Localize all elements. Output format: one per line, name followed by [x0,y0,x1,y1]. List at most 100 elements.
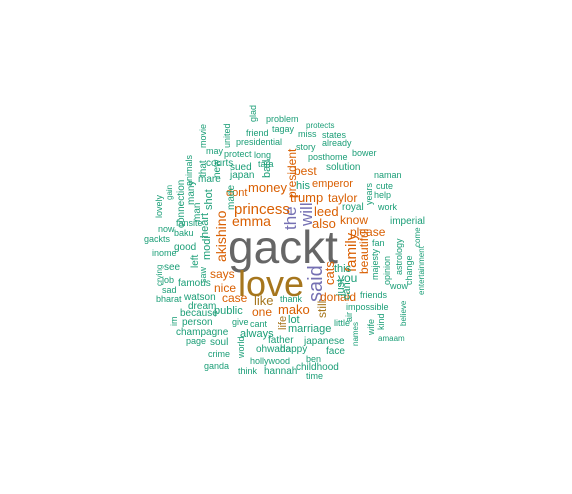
word-change: change [404,255,414,285]
word-japan: japan [229,170,254,181]
word-years: years [364,182,374,205]
word-impossible: impossible [346,302,389,312]
word-family: family [343,232,360,272]
word-you: you [338,271,357,285]
word-world: world [236,336,246,359]
word-dream: dream [188,301,216,312]
word-shot: shot [203,189,215,210]
word-protects: protects [306,121,334,130]
word-dont: dont [226,187,247,199]
word-just: just [335,279,347,297]
word-wife: wife [366,319,376,336]
word-bower: bower [352,148,377,158]
word-made: made [226,185,237,210]
word-believe: believe [399,300,408,326]
word-little: little [334,318,350,328]
word-long: long [254,150,271,160]
word-man: man [192,203,203,222]
word-sued: sued [230,162,252,173]
word-majesty: majesty [370,248,380,280]
word-solution: solution [326,162,360,173]
word-modi: modi [201,236,213,260]
word-life: life [277,316,289,330]
word-emma: emma [232,213,271,229]
word-cats: cats [322,261,337,285]
word-amaam: amaam [378,334,405,343]
word-love: love [238,263,304,304]
word-one: one [252,305,272,319]
word-wow: wow [389,281,409,291]
word-beautiful: beautiful [357,229,371,274]
word-names: names [351,322,360,346]
word-emperor: emperor [312,178,353,190]
word-mako: mako [278,302,310,317]
word-gain: gain [165,185,174,200]
word-new: new [212,159,223,178]
word-protect: protect [224,149,252,159]
word-many: many [186,181,197,205]
word-thank: thank [280,294,303,304]
word-says: says [210,267,235,281]
word-public: public [214,305,243,317]
word-kind: kind [376,313,386,330]
word-know: know [340,213,368,227]
word-money: money [248,180,288,195]
word-also: also [312,216,336,231]
word-ganda: ganda [204,361,229,371]
word-courts: courts [206,158,233,169]
word-happy: happy [280,344,307,355]
word-because: because [180,308,218,319]
word-marriage: marriage [288,323,331,335]
word-fansite: fansite [176,218,203,228]
word-case: case [222,291,248,305]
word-connection: connection [176,180,187,228]
word-princess: princess [234,201,290,218]
word-good: good [174,242,196,253]
word-may: may [206,146,224,156]
word-think: think [238,366,258,376]
word-akishino: akishino [213,210,229,262]
word-gackt: gackt [228,221,338,273]
word-gackts: gackts [144,234,171,244]
word-tagay: tagay [272,124,295,134]
word-mare: mare [198,174,221,185]
word-opinion: opinion [382,256,392,285]
word-states: states [322,130,347,140]
word-always: always [240,328,274,340]
word-problem: problem [266,114,299,124]
word-hannah: hannah [264,366,297,377]
word-lovely: lovely [154,194,164,218]
word-childhood: childhood [296,362,339,373]
word-already: already [322,138,352,148]
word-champagne: champagne [176,327,229,338]
word-entertainment: entertainment [417,245,426,295]
word-movie: movie [198,124,208,148]
word-baku: baku [174,228,194,238]
word-please: please [350,225,386,239]
word-saw: saw [198,266,208,283]
word-face: face [326,346,345,357]
word-help: help [374,190,391,200]
word-still: still [315,301,329,318]
word-nice: nice [214,281,236,295]
word-the: the [281,206,300,230]
word-president: president [285,148,299,198]
word-best: best [294,164,317,178]
word-this: this [334,263,352,275]
word-bharat: bharat [156,294,182,304]
word-heart: heart [199,213,211,238]
word-royal: royal [342,202,364,213]
word-like: like [254,293,274,308]
word-presidential: presidential [236,137,282,147]
word-that: that [198,160,209,177]
word-crime: crime [208,349,230,359]
word-bad: bad [261,160,273,178]
word-job: job [161,275,174,285]
word-ohwada: ohwada [256,344,291,355]
word-father: father [268,335,294,346]
word-lot: lot [288,314,300,326]
word-astrology: astrology [394,238,404,275]
word-cute: cute [376,181,393,191]
word-cant: cant [250,319,268,329]
